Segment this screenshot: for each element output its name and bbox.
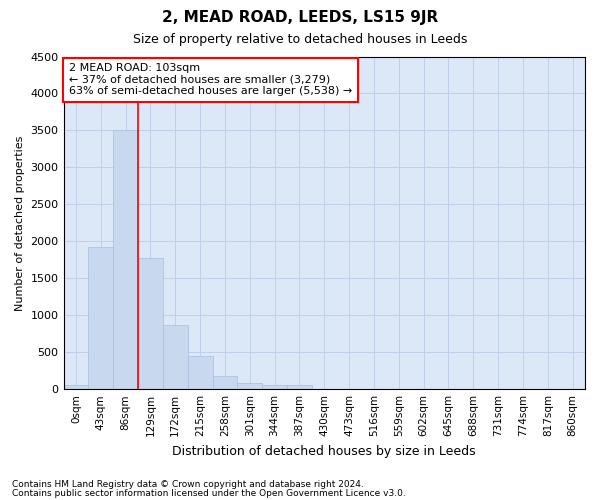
Bar (88, 247, 113, 389)
X-axis label: Distribution of detached houses by size in Leeds: Distribution of detached houses by size … (172, 444, 476, 458)
Text: Contains HM Land Registry data © Crown copyright and database right 2024.: Contains HM Land Registry data © Crown c… (12, 480, 364, 489)
Bar (188, 356, 212, 389)
Text: 2, MEAD ROAD, LEEDS, LS15 9JR: 2, MEAD ROAD, LEEDS, LS15 9JR (162, 10, 438, 25)
Text: Contains public sector information licensed under the Open Government Licence v3: Contains public sector information licen… (12, 488, 406, 498)
Bar (163, 325, 188, 389)
Bar (238, 382, 262, 389)
Bar (262, 384, 287, 389)
Bar (138, 258, 163, 389)
Text: 2 MEAD ROAD: 103sqm
← 37% of detached houses are smaller (3,279)
63% of semi-det: 2 MEAD ROAD: 103sqm ← 37% of detached ho… (69, 63, 352, 96)
Bar (212, 376, 238, 389)
Bar (64, 386, 88, 389)
Bar (113, 130, 138, 389)
Y-axis label: Number of detached properties: Number of detached properties (15, 135, 25, 310)
Bar (287, 386, 312, 389)
Text: Size of property relative to detached houses in Leeds: Size of property relative to detached ho… (133, 32, 467, 46)
